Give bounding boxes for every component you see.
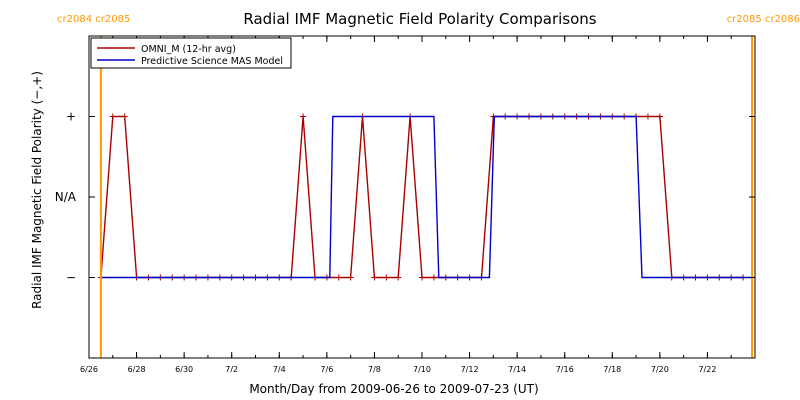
x-tick-label: 7/20 — [651, 365, 669, 374]
data-point-omni — [109, 113, 116, 120]
x-tick-label: 7/14 — [508, 365, 526, 374]
axis-layer: 6/26 6/28 6/30 7/2 7/4 7/6 7/8 7/10 7/12 7/14 7/16… — [55, 36, 756, 374]
x-tick-label: 7/22 — [698, 365, 716, 374]
y-axis-label: Radial IMF Magnetic Field Polarity (−,+) — [30, 71, 44, 309]
x-tick-label: 6/26 — [80, 365, 98, 374]
x-tick-label: 7/6 — [320, 365, 333, 374]
data-point-omni — [371, 274, 378, 281]
carrington-label: cr2085 cr2086 — [727, 14, 800, 25]
data-point-omni — [121, 113, 128, 120]
x-tick-label: 7/12 — [461, 365, 479, 374]
y-tick-label: N/A — [55, 190, 77, 204]
legend-label-omni: OMNI_M (12-hr avg) — [141, 44, 236, 55]
series-layer — [97, 113, 755, 281]
data-point-omni — [335, 274, 342, 281]
series-line-omni — [100, 115, 744, 279]
x-axis-label: Month/Day from 2009-06-26 to 2009-07-23 … — [249, 382, 538, 396]
data-point-omni — [430, 274, 437, 281]
data-point-omni — [395, 274, 402, 281]
legend-label-mas: Predictive Science MAS Model — [141, 56, 283, 67]
chart-title: Radial IMF Magnetic Field Polarity Compa… — [243, 10, 596, 28]
x-tick-label: 7/16 — [556, 365, 574, 374]
carrington-label: cr2084 cr2085 — [57, 14, 130, 25]
data-point-omni — [383, 274, 390, 281]
x-tick-label: 7/18 — [603, 365, 621, 374]
data-point-omni — [644, 113, 651, 120]
y-tick-label: + — [66, 110, 76, 124]
data-point-omni — [300, 113, 307, 120]
x-tick-label: 6/30 — [175, 365, 193, 374]
x-tick-label: 7/2 — [225, 365, 238, 374]
x-tick-label: 6/28 — [128, 365, 146, 374]
data-point-omni — [419, 274, 425, 281]
data-point-omni — [656, 113, 663, 120]
plot-frame — [88, 35, 756, 359]
legend: OMNI_M (12-hr avg) Predictive Science MA… — [90, 37, 292, 69]
legend-box — [90, 37, 292, 69]
x-tick-label: 7/8 — [368, 365, 381, 374]
x-tick-label: 7/10 — [413, 365, 431, 374]
x-tick-label: 7/4 — [273, 365, 286, 374]
data-point-omni — [347, 274, 354, 281]
y-tick-label: − — [66, 271, 76, 285]
series-line-mas — [100, 115, 755, 279]
